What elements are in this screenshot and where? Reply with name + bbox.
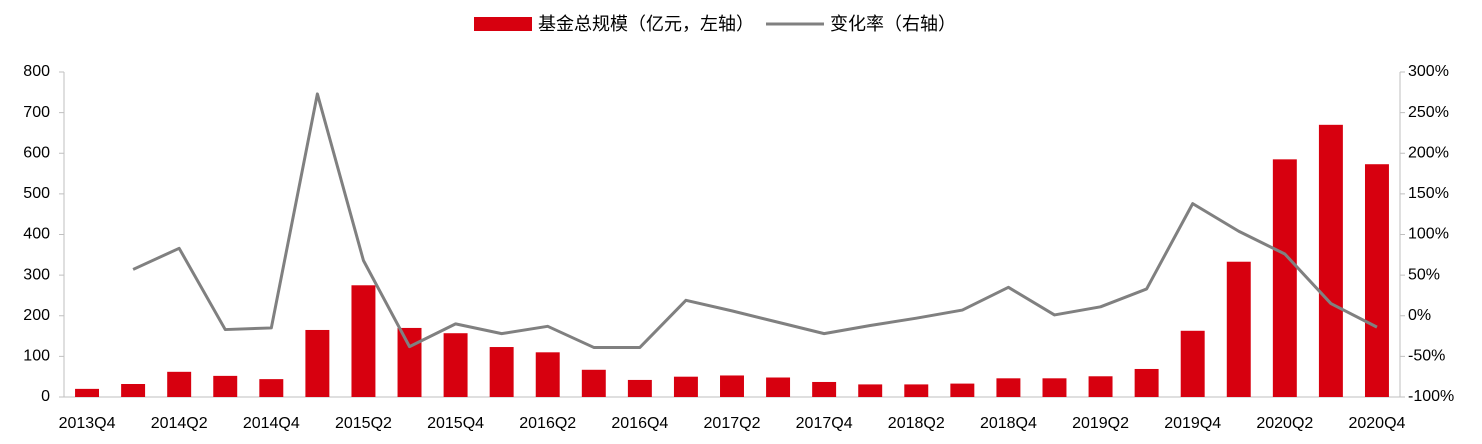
bar [75,388,100,397]
x-tick-label: 2015Q4 [427,415,484,432]
x-tick-label: 2019Q2 [1072,415,1129,432]
y2-tick-label: 200% [1408,144,1449,161]
bar [259,379,284,397]
bar [443,333,468,397]
legend-label: 变化率（右轴） [830,14,956,34]
x-tick-label: 2020Q2 [1256,415,1313,432]
bar [812,381,837,397]
bar [1180,330,1205,397]
x-tick-label: 2016Q2 [519,415,576,432]
bar [489,347,514,397]
bar [1226,261,1251,397]
bar [1272,159,1297,397]
x-tick-label: 2020Q4 [1348,415,1405,432]
bar [1134,368,1159,397]
y2-tick-label: 0% [1408,307,1431,324]
x-tick-label: 2013Q4 [59,415,116,432]
y-tick-label: 200 [23,307,50,324]
x-tick-label: 2014Q2 [151,415,208,432]
line [132,92,1378,349]
legend-swatch [474,17,532,31]
bar [950,383,975,397]
bar [1042,378,1067,397]
bar [305,329,330,397]
bar [858,384,883,397]
x-tick-label: 2016Q4 [611,415,668,432]
bar [1318,124,1343,397]
y-tick-label: 600 [23,144,50,161]
bar [1088,376,1113,397]
y-tick-label: 100 [23,348,50,365]
y2-tick-label: -100% [1408,388,1454,405]
bar [581,369,606,397]
bar [996,378,1021,397]
bar [535,352,560,397]
bar [673,376,698,397]
x-tick-label: 2019Q4 [1164,415,1221,432]
y-tick-label: 700 [23,104,50,121]
legend-label: 基金总规模（亿元，左轴） [538,14,754,34]
y2-tick-label: -50% [1408,348,1445,365]
x-tick-label: 2018Q4 [980,415,1037,432]
x-tick-label: 2015Q2 [335,415,392,432]
x-tick-label: 2017Q4 [796,415,853,432]
bar [351,285,376,397]
y-tick-label: 800 [23,63,50,80]
y2-tick-label: 50% [1408,266,1440,283]
y2-tick-label: 100% [1408,226,1449,243]
bar [766,377,791,397]
x-tick-label: 2018Q2 [888,415,945,432]
bar [397,327,422,397]
x-tick-label: 2014Q4 [243,415,300,432]
bar [904,384,929,397]
bar [121,384,146,397]
y2-tick-label: 300% [1408,63,1449,80]
y-tick-label: 400 [23,226,50,243]
y2-tick-label: 150% [1408,185,1449,202]
y-tick-label: 500 [23,185,50,202]
bar [213,375,238,397]
y2-tick-label: 250% [1408,104,1449,121]
bar [167,371,192,397]
y-tick-label: 300 [23,266,50,283]
bar [1364,164,1389,397]
x-tick-label: 2017Q2 [704,415,761,432]
bar [627,379,652,397]
bar [720,375,744,397]
y-tick-label: 0 [41,388,50,405]
